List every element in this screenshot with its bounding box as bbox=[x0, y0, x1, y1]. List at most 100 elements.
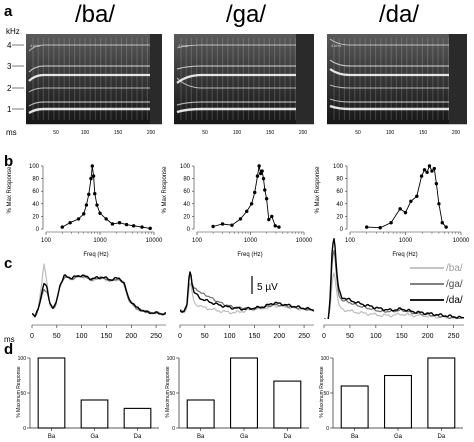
spectrogram-formant-band bbox=[329, 38, 449, 46]
tuning-point bbox=[93, 192, 97, 196]
tuning-curve-ba-marks bbox=[60, 164, 152, 231]
spectro-ms-label: ms bbox=[6, 128, 17, 137]
x-tick-label-200: 200 bbox=[273, 333, 285, 340]
bar-da bbox=[427, 357, 456, 429]
spectrogram-formant-band bbox=[176, 101, 296, 106]
legend-label-da: /da/ bbox=[446, 295, 463, 306]
spectrogram-da-xtick-150: 150 bbox=[419, 130, 428, 136]
y-tick-label-100: 100 bbox=[18, 356, 27, 362]
x-tick-label-100: 100 bbox=[192, 238, 203, 244]
tuning-point bbox=[220, 222, 225, 226]
y-tick-label-40: 40 bbox=[336, 202, 343, 208]
waveform-ms-label: ms bbox=[4, 335, 15, 344]
x-tick-label-50: 50 bbox=[346, 333, 354, 340]
tuning-point bbox=[389, 221, 393, 225]
tuning-point bbox=[117, 221, 122, 225]
bar-ga bbox=[384, 374, 412, 429]
tuning-point bbox=[419, 174, 424, 178]
tuning-point bbox=[430, 169, 434, 173]
spectrogram-formant-band bbox=[176, 73, 296, 84]
y-tick-label-0: 0 bbox=[172, 426, 175, 432]
y-tick-label-60: 60 bbox=[183, 189, 190, 195]
spectrogram-ga-xtick-100: 100 bbox=[233, 130, 242, 136]
tuning-point bbox=[76, 217, 81, 221]
tuning-point bbox=[257, 164, 261, 168]
tuning-point bbox=[89, 176, 93, 181]
y-tick-label-20: 20 bbox=[183, 214, 190, 220]
x-tick-label-1000: 1000 bbox=[244, 238, 258, 244]
x-tick-label-ga: Ga bbox=[240, 434, 249, 440]
spectrogram-formant-band bbox=[329, 68, 449, 77]
tuning-point bbox=[422, 168, 427, 172]
x-tick-label-ga: Ga bbox=[394, 434, 403, 440]
bar-ga bbox=[80, 399, 109, 429]
y-tick-label-80: 80 bbox=[183, 177, 190, 183]
legend-label-ga: /ga/ bbox=[446, 279, 463, 290]
spectrogram-da-background bbox=[327, 34, 467, 124]
tuning-point bbox=[245, 209, 249, 214]
spectrogram-ga-overlay bbox=[176, 34, 314, 124]
spectrogram-formant-band bbox=[28, 65, 150, 73]
tuning-point bbox=[403, 210, 408, 215]
y-tick-label-100: 100 bbox=[167, 356, 176, 362]
spectrogram-ba-xtick-100: 100 bbox=[81, 130, 90, 136]
waveform-ga: 0 50 100 150 200 250 bbox=[178, 271, 314, 340]
tuning-point bbox=[378, 226, 382, 230]
spectrogram-silence-region bbox=[449, 34, 467, 124]
tuning-point bbox=[84, 203, 89, 207]
tuning-curve-ga-marks bbox=[211, 164, 281, 229]
spectrogram-ba: 4 kHz 50 100 150 200 bbox=[26, 34, 162, 136]
x-tick-label-1000: 1000 bbox=[399, 238, 413, 244]
tuning-point bbox=[434, 181, 439, 186]
tuning-point bbox=[238, 217, 243, 221]
tuning-point bbox=[110, 222, 115, 226]
x-tick-label-ga: Ga bbox=[90, 434, 99, 440]
tuning-curve-da-axes: 0 20 40 60 80 100 100 1000 10000 bbox=[333, 164, 470, 244]
tuning-point bbox=[432, 166, 436, 171]
x-tick-label-100: 100 bbox=[41, 238, 52, 244]
spectrogram-formant-band bbox=[176, 77, 296, 89]
tuning-point bbox=[263, 188, 267, 192]
spectrogram-formant-band bbox=[28, 44, 150, 52]
x-tick-label-100: 100 bbox=[224, 333, 236, 340]
tuning-point bbox=[264, 197, 269, 201]
y-tick-label-0: 0 bbox=[326, 426, 329, 432]
tuning-curve-ga-xlabel: Freq (Hz) bbox=[237, 252, 262, 258]
panel-letter-d: d bbox=[4, 341, 13, 358]
waveform-trace-da bbox=[324, 237, 464, 319]
spectrogram-formant-band bbox=[176, 44, 296, 49]
spectrogram-da-inner-label: 4 kHz bbox=[331, 43, 341, 48]
spectrogram-formant-band bbox=[28, 101, 150, 107]
y-tick-label-100: 100 bbox=[321, 356, 330, 362]
spectrogram-da-overlay bbox=[329, 34, 467, 124]
waveform-trace-ba bbox=[32, 263, 166, 318]
x-tick-label-100: 100 bbox=[76, 333, 88, 340]
waveform-ga-traces bbox=[180, 271, 314, 315]
y-tick-label-80: 80 bbox=[32, 177, 39, 183]
spectrogram-formant-band bbox=[329, 59, 449, 67]
waveform-trace-ga bbox=[324, 249, 464, 319]
x-tick-label-100: 100 bbox=[345, 238, 356, 244]
tuning-point bbox=[427, 164, 432, 168]
tuning-point bbox=[409, 199, 413, 203]
spectrogram-ba-overlay bbox=[28, 34, 162, 124]
tuning-point bbox=[270, 214, 274, 219]
tuning-point bbox=[267, 217, 271, 222]
bar-ba bbox=[340, 385, 369, 429]
bar-chart-ba-bars bbox=[37, 357, 152, 429]
spectrogram-ba-inner-label: 4 kHz bbox=[30, 43, 40, 48]
voltage-scale-label: 5 µV bbox=[257, 282, 278, 293]
spectrogram-ga: 4 kHz 50 100 150 200 bbox=[174, 34, 314, 136]
spectro-ytick-2: 2 bbox=[7, 84, 12, 93]
spectrogram-da-xtick-50: 50 bbox=[355, 130, 361, 136]
panel-letter-c: c bbox=[4, 255, 12, 272]
tuning-point bbox=[365, 225, 369, 229]
x-tick-label-da: Da bbox=[437, 434, 445, 440]
x-tick-label-10000: 10000 bbox=[453, 238, 470, 244]
title-ga: /ga/ bbox=[226, 1, 266, 28]
spectrogram-ba-xtick-200: 200 bbox=[147, 130, 156, 136]
x-tick-label-150: 150 bbox=[396, 333, 408, 340]
tuning-point bbox=[277, 225, 281, 229]
y-tick-label-100: 100 bbox=[333, 164, 344, 170]
